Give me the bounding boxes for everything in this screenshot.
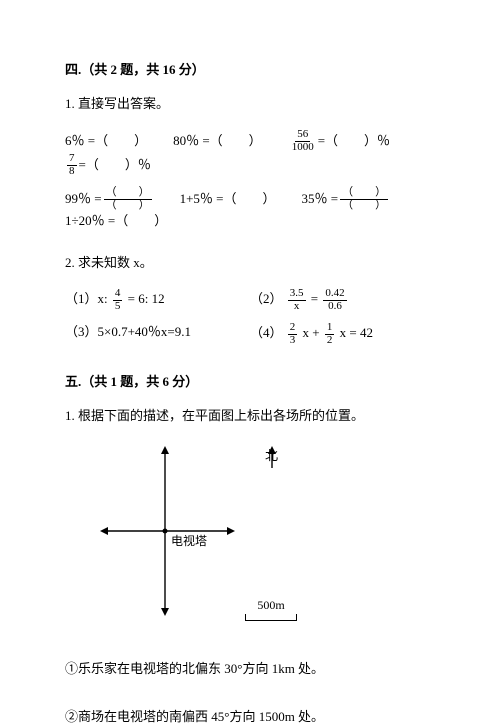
- denominator: 2: [325, 335, 335, 347]
- s4-q1-row2: 99％ = （ ） （ ） 1+5％ =（ ） 35％ = （ ） （ ） 1÷…: [65, 187, 435, 231]
- numerator: 3.5: [288, 288, 306, 301]
- numerator: （ ）: [104, 187, 152, 200]
- fraction: 3.5 x: [288, 288, 306, 312]
- expr: 80％ =（ ）: [173, 131, 262, 151]
- label: （4）: [250, 325, 283, 340]
- numerator: （ ）: [340, 187, 388, 200]
- expr-head: 35％ =: [302, 189, 339, 209]
- s4-q2-prompt: 2. 求未知数 x。: [65, 253, 435, 273]
- expr: 35％ = （ ） （ ）: [302, 187, 391, 211]
- fraction: 7 8: [67, 153, 77, 177]
- plane-diagram: 电视塔 北 500m: [95, 441, 305, 631]
- tail: x = 42: [340, 325, 373, 340]
- scale-label: 500m: [257, 596, 284, 614]
- denominator: （ ）: [104, 200, 152, 212]
- tail: = 6: 12: [128, 291, 165, 306]
- expr-head: 99％ =: [65, 189, 102, 209]
- section4-title: 四.（共 2 题，共 16 分）: [65, 60, 435, 80]
- fraction: 2 3: [288, 322, 298, 346]
- s4-q1-prompt: 1. 直接写出答案。: [65, 94, 435, 114]
- s4-q2-row2: （3）5×0.7+40％x=9.1 （4） 2 3 x + 1 2 x = 42: [65, 322, 435, 346]
- north-arrow-icon: [265, 446, 279, 470]
- s5-q1-prompt: 1. 根据下面的描述，在平面图上标出各场所的位置。: [65, 406, 435, 426]
- section5-title: 五.（共 1 题，共 6 分）: [65, 372, 435, 392]
- denominator: （ ）: [340, 200, 388, 212]
- s4-q2-p1: （1）x: 4 5 = 6: 12: [65, 288, 250, 312]
- north-indicator: 北: [265, 446, 278, 466]
- expr: 1+5％ =（ ）: [180, 189, 276, 209]
- s4-q2-p4: （4） 2 3 x + 1 2 x = 42: [250, 322, 435, 346]
- denominator: 8: [67, 166, 77, 178]
- numerator: 4: [113, 288, 123, 301]
- denominator: 1000: [290, 142, 316, 154]
- s5-desc1: ①乐乐家在电视塔的北偏东 30°方向 1km 处。: [65, 659, 435, 679]
- fraction: （ ） （ ）: [340, 187, 388, 211]
- label: （1）x:: [65, 291, 108, 306]
- scale-bar-line: [245, 614, 297, 621]
- s4-q1-row1: 6％ =（ ） 80％ =（ ） 56 1000 =（ ）％ 7 8 =（ ）％: [65, 129, 435, 177]
- s4-q2-row1: （1）x: 4 5 = 6: 12 （2） 3.5 x = 0.42 0.6: [65, 288, 435, 312]
- denominator: 3: [288, 335, 298, 347]
- expr: 1÷20％ =（ ）: [65, 211, 167, 231]
- eq: =: [311, 291, 322, 306]
- denominator: 5: [113, 301, 123, 313]
- expr: 6％ =（ ）: [65, 131, 147, 151]
- fraction: 4 5: [113, 288, 123, 312]
- expr: 99％ = （ ） （ ）: [65, 187, 154, 211]
- s4-q2-p3: （3）5×0.7+40％x=9.1: [65, 322, 250, 346]
- mid: x +: [303, 325, 323, 340]
- numerator: 7: [67, 153, 77, 166]
- expr-tail: =（ ）％: [79, 155, 151, 175]
- fraction: 0.42 0.6: [323, 288, 346, 312]
- fraction: 56 1000: [290, 129, 316, 153]
- fraction: （ ） （ ）: [104, 187, 152, 211]
- numerator: 0.42: [323, 288, 346, 301]
- expr: 7 8 =（ ）％: [65, 153, 151, 177]
- s4-q2-p2: （2） 3.5 x = 0.42 0.6: [250, 288, 435, 312]
- expr-tail: =（ ）％: [318, 131, 390, 151]
- s5-desc2: ②商场在电视塔的南偏西 45°方向 1500m 处。: [65, 707, 435, 726]
- scale-bar: 500m: [245, 596, 297, 621]
- label: （2）: [250, 291, 283, 306]
- numerator: 56: [295, 129, 310, 142]
- svg-text:电视塔: 电视塔: [171, 533, 207, 548]
- denominator: x: [292, 301, 302, 313]
- denominator: 0.6: [326, 301, 344, 313]
- expr: 56 1000 =（ ）％: [288, 129, 390, 153]
- fraction: 1 2: [325, 322, 335, 346]
